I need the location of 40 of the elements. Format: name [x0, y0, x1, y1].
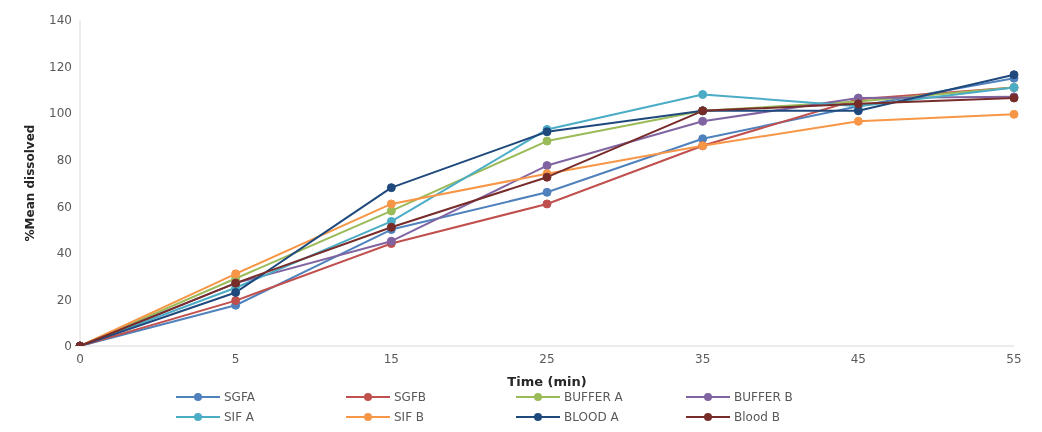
y-tick-label: 60 [56, 199, 72, 214]
legend-label: Blood B [734, 410, 780, 424]
point [386, 206, 396, 216]
legend-label: SGFA [224, 390, 255, 404]
x-tick-label: 35 [695, 351, 711, 366]
point [698, 116, 708, 126]
point [1009, 109, 1019, 119]
x-tick-label: 45 [850, 351, 866, 366]
x-tick-label: 15 [383, 351, 399, 366]
point [231, 296, 241, 306]
point [231, 269, 241, 279]
point [386, 199, 396, 209]
x-tick-label: 5 [231, 351, 240, 366]
x-axis-title: Time (min) [507, 374, 587, 389]
legend-label: SIF A [224, 410, 255, 424]
x-tick-label: 25 [539, 351, 555, 366]
point [542, 199, 552, 209]
y-tick-label: 140 [49, 13, 72, 28]
y-tick-label: 0 [64, 339, 72, 354]
point [853, 106, 863, 116]
legend-label: BUFFER B [734, 390, 793, 404]
y-tick-label: 20 [56, 292, 72, 307]
x-tick-label: 0 [76, 351, 84, 366]
x-tick-label: 55 [1006, 351, 1022, 366]
point [386, 183, 396, 193]
point [542, 136, 552, 146]
point [853, 116, 863, 126]
y-axis-title: %Mean dissolved [23, 124, 38, 242]
y-tick-label: 40 [56, 246, 72, 261]
point [231, 287, 241, 297]
legend-label: SGFB [394, 390, 427, 404]
y-tick-label: 80 [56, 152, 72, 167]
point [542, 187, 552, 197]
legend-label: BLOOD A [564, 410, 619, 424]
point [542, 161, 552, 171]
y-tick-label: 120 [49, 59, 72, 74]
legend-label: SIF B [394, 410, 425, 424]
point [698, 90, 708, 100]
y-tick-label: 100 [49, 106, 72, 121]
legend-label: BUFFER A [564, 390, 623, 404]
